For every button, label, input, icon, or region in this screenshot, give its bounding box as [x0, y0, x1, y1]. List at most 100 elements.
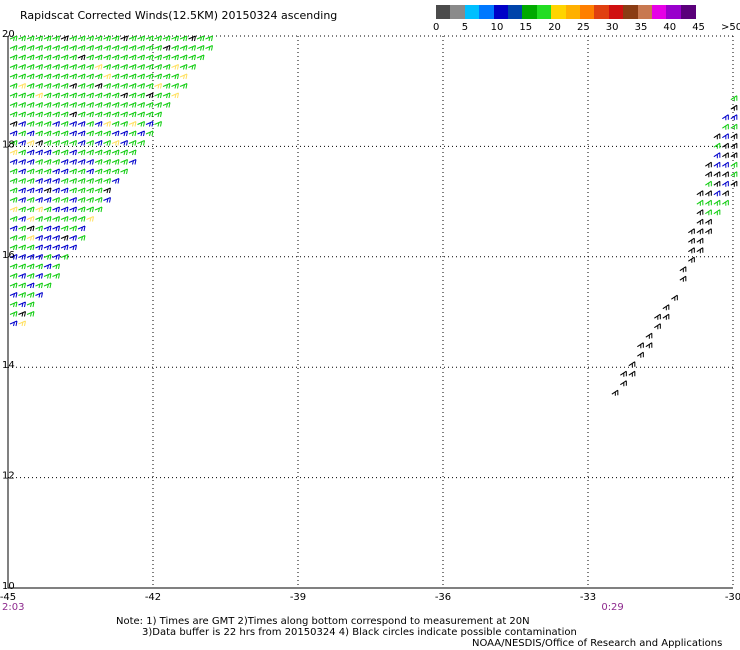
wind-barb [69, 235, 77, 241]
wind-barb [145, 130, 154, 137]
wind-barb [9, 178, 18, 184]
wind-barb [611, 389, 619, 396]
longitude-label: -33 [580, 592, 596, 603]
wind-barb [111, 102, 120, 108]
wind-barb [171, 35, 179, 42]
wind-barb [730, 180, 738, 187]
wind-barb [145, 111, 154, 118]
wind-barb [103, 64, 111, 70]
wind-barb [18, 168, 26, 175]
wind-barb [52, 225, 60, 232]
wind-barb [94, 206, 103, 213]
wind-barb [43, 206, 52, 213]
wind-barb [86, 83, 94, 89]
credit-text: NOAA/NESDIS/Office of Research and Appli… [472, 638, 723, 649]
wind-barb [671, 294, 678, 301]
wind-barb [179, 73, 188, 80]
legend-label: 30 [605, 22, 619, 33]
wind-barb [69, 111, 77, 118]
wind-barb [137, 92, 145, 99]
wind-barb [94, 168, 103, 175]
legend-swatch [565, 5, 581, 19]
wind-barb [120, 121, 128, 127]
wind-barb [120, 54, 128, 61]
wind-barb [162, 83, 171, 89]
wind-barb [43, 187, 52, 194]
wind-barb [188, 54, 196, 61]
wind-barb [128, 54, 137, 61]
wind-barb [162, 45, 171, 51]
notes: Note: 1) Times are GMT 2)Times along bot… [116, 616, 577, 638]
wind-barb [52, 254, 60, 260]
pass-time-label: 0:29 [601, 602, 623, 613]
wind-barb [722, 190, 729, 197]
wind-barb [171, 54, 179, 61]
wind-barb [9, 168, 18, 175]
wind-barb [69, 225, 77, 232]
wind-barb [86, 140, 94, 146]
wind-barb [103, 159, 111, 165]
wind-barb [86, 130, 94, 137]
wind-barb [9, 216, 18, 222]
wind-barb [18, 301, 26, 308]
wind-barb [154, 64, 162, 70]
wind-barb [35, 273, 43, 279]
wind-barb [128, 83, 137, 89]
wind-barb [77, 187, 86, 194]
wind-barb [9, 282, 18, 289]
wind-barb [60, 197, 69, 203]
wind-barb [154, 111, 162, 118]
wind-barb [60, 45, 69, 51]
wind-barb [35, 130, 43, 137]
wind-barb [77, 64, 86, 70]
wind-barb [94, 73, 103, 80]
wind-barb [43, 159, 52, 165]
wind-barb [18, 35, 26, 42]
wind-barb [52, 111, 60, 118]
wind-barb [9, 244, 18, 251]
wind-barb [111, 45, 120, 51]
wind-barb [69, 92, 77, 99]
wind-barb [9, 64, 18, 70]
wind-barb [69, 244, 77, 251]
wind-barb [60, 130, 69, 137]
wind-barbs [9, 35, 738, 396]
wind-barb [9, 206, 18, 213]
wind-barb [43, 225, 52, 232]
wind-barb [18, 92, 26, 99]
wind-barb [35, 35, 43, 42]
wind-barb [26, 273, 35, 279]
legend-label: 10 [490, 22, 504, 33]
wind-barb [26, 225, 35, 232]
wind-barb [69, 83, 77, 89]
wind-barb [103, 168, 111, 175]
wind-barb [60, 121, 69, 127]
wind-barb [86, 111, 94, 118]
wind-barb [94, 35, 103, 42]
wind-barb [60, 216, 69, 222]
wind-barb [26, 54, 35, 61]
wind-barb [103, 73, 111, 80]
wind-barb [43, 54, 52, 61]
wind-barb [77, 35, 86, 42]
legend-swatch [508, 5, 523, 19]
wind-barb [120, 130, 128, 137]
wind-barb [52, 206, 60, 213]
wind-barb [52, 244, 60, 251]
wind-barb [696, 247, 704, 254]
wind-barb [43, 92, 52, 99]
wind-barb [722, 161, 729, 168]
wind-barb [18, 64, 26, 70]
wind-barb [52, 197, 60, 203]
wind-barb [52, 187, 60, 194]
wind-barb [52, 140, 60, 146]
wind-barb [18, 320, 26, 327]
wind-barb [145, 83, 154, 89]
wind-barb [26, 102, 35, 108]
wind-barb [26, 216, 35, 222]
wind-barb [103, 45, 111, 51]
wind-barb [9, 140, 18, 146]
wind-barb [205, 45, 213, 51]
wind-barb [713, 190, 721, 197]
wind-barb [26, 64, 35, 70]
